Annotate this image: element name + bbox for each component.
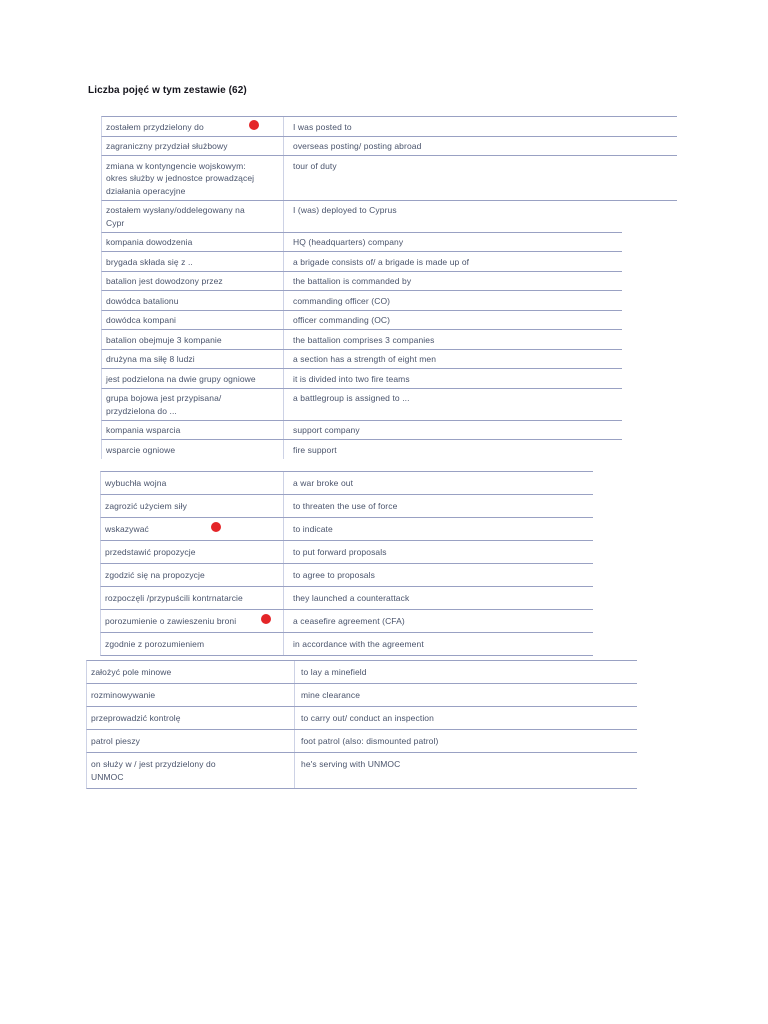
term-polish: zmiana w kontyngencie wojskowym: okres s… (102, 156, 284, 200)
term-english: a ceasefire agreement (CFA) (293, 616, 405, 626)
term-english: tour of duty (293, 160, 337, 171)
term-polish: on służy w / jest przydzielony do UNMOC (87, 753, 295, 788)
term-polish: batalion jest dowodzony przez (102, 271, 284, 290)
term-polish: przeprowadzić kontrolę (87, 707, 295, 729)
vocab-table-1: zostałem przydzielony do I was posted to z… (101, 116, 677, 459)
term-english: fire support (293, 444, 337, 455)
term-polish: zostałem wysłany/oddelegowany na Cypr (102, 200, 284, 232)
term-english: to lay a minefield (301, 667, 367, 677)
term-polish: wskazywać (101, 518, 284, 540)
term-english: to agree to proposals (293, 570, 375, 580)
term-polish: dowódca kompani (102, 310, 284, 329)
vocab-table-2: wybuchła wojna a war broke out zagrozić uż… (100, 471, 593, 656)
term-row: jest podzielona na dwie grupy ogniowe it … (101, 368, 622, 388)
term-english: foot patrol (also: dismounted patrol) (301, 736, 439, 746)
term-row: patrol pieszy foot patrol (also: dismount… (86, 729, 637, 752)
red-dot-marker (249, 120, 259, 130)
term-row: wskazywać to indicate (100, 517, 593, 540)
term-english: a brigade consists of/ a brigade is made… (293, 256, 470, 267)
term-row: zgodnie z porozumieniem in accordance wit… (100, 632, 593, 656)
term-row: zgodzić się na propozycje to agree to pro… (100, 563, 593, 586)
red-dot-marker (211, 522, 221, 532)
term-english: overseas posting/ posting abroad (293, 141, 422, 151)
term-polish: drużyna ma siłę 8 ludzi (102, 349, 284, 368)
term-row: zostałem przydzielony do I was posted to (101, 116, 677, 136)
red-dot-marker (261, 614, 271, 624)
term-row: dowódca kompani officer commanding (OC) (101, 309, 622, 329)
term-english: it is divided into two fire teams (293, 373, 410, 384)
term-english: to indicate (293, 524, 333, 534)
term-polish: zgodnie z porozumieniem (101, 633, 284, 655)
term-english: mine clearance (301, 690, 361, 700)
term-polish: porozumienie o zawieszeniu broni (101, 610, 284, 632)
term-english: to threaten the use of force (293, 501, 398, 511)
term-english: HQ (headquarters) company (293, 237, 404, 247)
term-row: dowódca batalionu commanding officer (CO) (101, 290, 622, 310)
term-row: zostałem wysłany/oddelegowany na Cypr I (… (101, 199, 677, 232)
term-row: wybuchła wojna a war broke out (100, 471, 593, 494)
term-polish: brygada składa się z .. (102, 252, 284, 271)
term-row: założyć pole minowe to lay a minefield (86, 660, 637, 683)
term-english: the battalion comprises 3 companies (293, 334, 435, 345)
term-english: in accordance with the agreement (293, 639, 424, 649)
term-row: rozpoczęli /przypuścili kontrnatarcie the… (100, 586, 593, 609)
term-english: commanding officer (CO) (293, 295, 391, 306)
term-polish: wybuchła wojna (101, 472, 284, 494)
term-polish: grupa bojowa jest przypisana/ przydzielo… (102, 388, 284, 420)
term-polish: zostałem przydzielony do (102, 117, 284, 136)
term-row: porozumienie o zawieszeniu broni a ceasef… (100, 609, 593, 632)
term-english: to put forward proposals (293, 547, 387, 557)
term-english: officer commanding (OC) (293, 315, 391, 325)
term-row: drużyna ma siłę 8 ludzi a section has a s… (101, 348, 622, 368)
term-row: przeprowadzić kontrolę to carry out/ cond… (86, 706, 637, 729)
term-english: I (was) deployed to Cyprus (293, 205, 397, 215)
term-polish: batalion obejmuje 3 kompanie (102, 330, 284, 349)
term-english: support company (293, 425, 360, 435)
term-polish: patrol pieszy (87, 730, 295, 752)
term-polish: zagrozić użyciem siły (101, 495, 284, 517)
term-polish: rozpoczęli /przypuścili kontrnatarcie (101, 587, 284, 609)
term-row: kompania wsparcia support company (101, 419, 622, 439)
term-row: wsparcie ogniowe fire support (101, 439, 622, 459)
term-row: zagrozić użyciem siły to threaten the use… (100, 494, 593, 517)
term-english: a war broke out (293, 478, 354, 488)
term-polish: założyć pole minowe (87, 661, 295, 683)
term-english: a section has a strength of eight men (293, 354, 437, 364)
term-english: he's serving with UNMOC (301, 759, 401, 769)
vocab-table-3: założyć pole minowe to lay a minefield roz… (86, 660, 637, 789)
term-row: batalion jest dowodzony przez the battali… (101, 270, 622, 290)
term-polish: zagraniczny przydział służbowy (102, 136, 284, 155)
term-row: zagraniczny przydział służbowy overseas p… (101, 135, 677, 155)
term-polish: przedstawić propozycje (101, 541, 284, 563)
term-polish: zgodzić się na propozycje (101, 564, 284, 586)
term-row: brygada składa się z .. a brigade consist… (101, 251, 622, 271)
term-row: on służy w / jest przydzielony do UNMOC h… (86, 752, 637, 789)
term-row: przedstawić propozycje to put forward pro… (100, 540, 593, 563)
term-polish: wsparcie ogniowe (102, 440, 284, 459)
term-english: to carry out/ conduct an inspection (301, 713, 434, 723)
term-english: a battlegroup is assigned to ... (293, 393, 410, 403)
term-row: zmiana w kontyngencie wojskowym: okres s… (101, 155, 677, 200)
term-english: they launched a counterattack (293, 593, 410, 603)
term-row: rozminowywanie mine clearance (86, 683, 637, 706)
term-row: grupa bojowa jest przypisana/ przydzielo… (101, 387, 622, 420)
term-polish: dowódca batalionu (102, 291, 284, 310)
term-row: kompania dowodzenia HQ (headquarters) com… (101, 231, 622, 251)
page-title: Liczba pojęć w tym zestawie (62) (88, 85, 247, 96)
term-row: batalion obejmuje 3 kompanie the battalio… (101, 329, 622, 349)
term-polish: kompania wsparcia (102, 420, 284, 439)
term-polish: kompania dowodzenia (102, 232, 284, 251)
term-polish: rozminowywanie (87, 684, 295, 706)
term-english: the battalion is commanded by (293, 276, 412, 286)
term-polish: jest podzielona na dwie grupy ogniowe (102, 369, 284, 388)
term-english: I was posted to (293, 121, 352, 132)
